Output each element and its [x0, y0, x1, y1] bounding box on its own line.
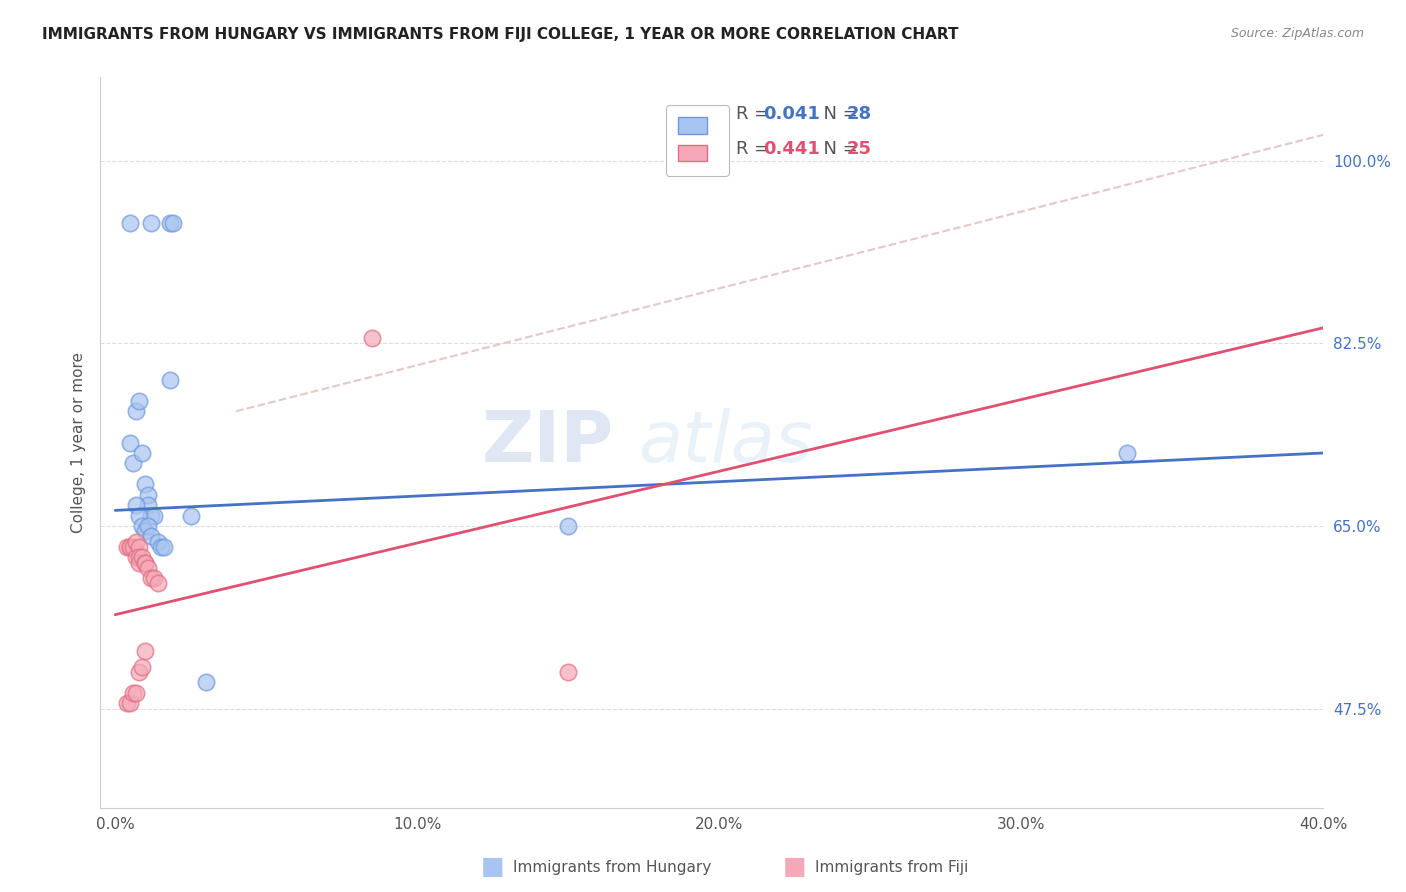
Point	[117, 540, 139, 554]
Point	[128, 665, 150, 679]
Point	[125, 404, 148, 418]
Point	[128, 393, 150, 408]
Point	[120, 540, 142, 554]
Point	[134, 644, 156, 658]
Point	[180, 508, 202, 523]
Point	[143, 571, 166, 585]
Point	[125, 550, 148, 565]
Point	[122, 540, 145, 554]
Point	[128, 550, 150, 565]
Text: N =: N =	[813, 140, 863, 158]
Point	[141, 571, 163, 585]
Point	[120, 217, 142, 231]
Point	[162, 217, 184, 231]
Point	[125, 534, 148, 549]
Text: Source: ZipAtlas.com: Source: ZipAtlas.com	[1230, 27, 1364, 40]
Point	[122, 457, 145, 471]
Text: ■: ■	[481, 855, 503, 879]
Point	[134, 524, 156, 539]
Point	[131, 519, 153, 533]
Point	[141, 217, 163, 231]
Point	[159, 373, 181, 387]
Text: 28: 28	[846, 105, 872, 123]
Point	[146, 534, 169, 549]
Point	[128, 508, 150, 523]
Point	[138, 488, 160, 502]
Point	[134, 556, 156, 570]
Point	[138, 498, 160, 512]
Y-axis label: College, 1 year or more: College, 1 year or more	[72, 352, 86, 533]
Point	[131, 660, 153, 674]
Text: IMMIGRANTS FROM HUNGARY VS IMMIGRANTS FROM FIJI COLLEGE, 1 YEAR OR MORE CORRELAT: IMMIGRANTS FROM HUNGARY VS IMMIGRANTS FR…	[42, 27, 959, 42]
Point	[128, 540, 150, 554]
Point	[122, 686, 145, 700]
Text: 0.441: 0.441	[763, 140, 820, 158]
Point	[120, 540, 142, 554]
Text: R =: R =	[737, 140, 775, 158]
Point	[149, 540, 172, 554]
Point	[557, 665, 579, 679]
Point	[138, 519, 160, 533]
Point	[557, 519, 579, 533]
Text: R =: R =	[737, 105, 775, 123]
Text: ZIP: ZIP	[482, 408, 614, 477]
Point	[138, 560, 160, 574]
Point	[141, 508, 163, 523]
Point	[194, 675, 217, 690]
Point	[146, 576, 169, 591]
Point	[361, 331, 384, 345]
Point	[134, 556, 156, 570]
Point	[131, 550, 153, 565]
Text: Immigrants from Hungary: Immigrants from Hungary	[513, 860, 711, 874]
Point	[120, 435, 142, 450]
Point	[1116, 446, 1139, 460]
Point	[125, 686, 148, 700]
Point	[125, 498, 148, 512]
Point	[159, 217, 181, 231]
Text: ■: ■	[783, 855, 806, 879]
Legend: , : ,	[665, 104, 728, 176]
Point	[152, 540, 174, 554]
Point	[141, 529, 163, 543]
Point	[128, 556, 150, 570]
Point	[117, 697, 139, 711]
Point	[120, 697, 142, 711]
Point	[134, 477, 156, 491]
Text: N =: N =	[813, 105, 863, 123]
Text: Immigrants from Fiji: Immigrants from Fiji	[815, 860, 969, 874]
Point	[131, 446, 153, 460]
Text: 0.041: 0.041	[763, 105, 820, 123]
Point	[143, 508, 166, 523]
Text: 25: 25	[846, 140, 872, 158]
Text: atlas: atlas	[638, 408, 813, 477]
